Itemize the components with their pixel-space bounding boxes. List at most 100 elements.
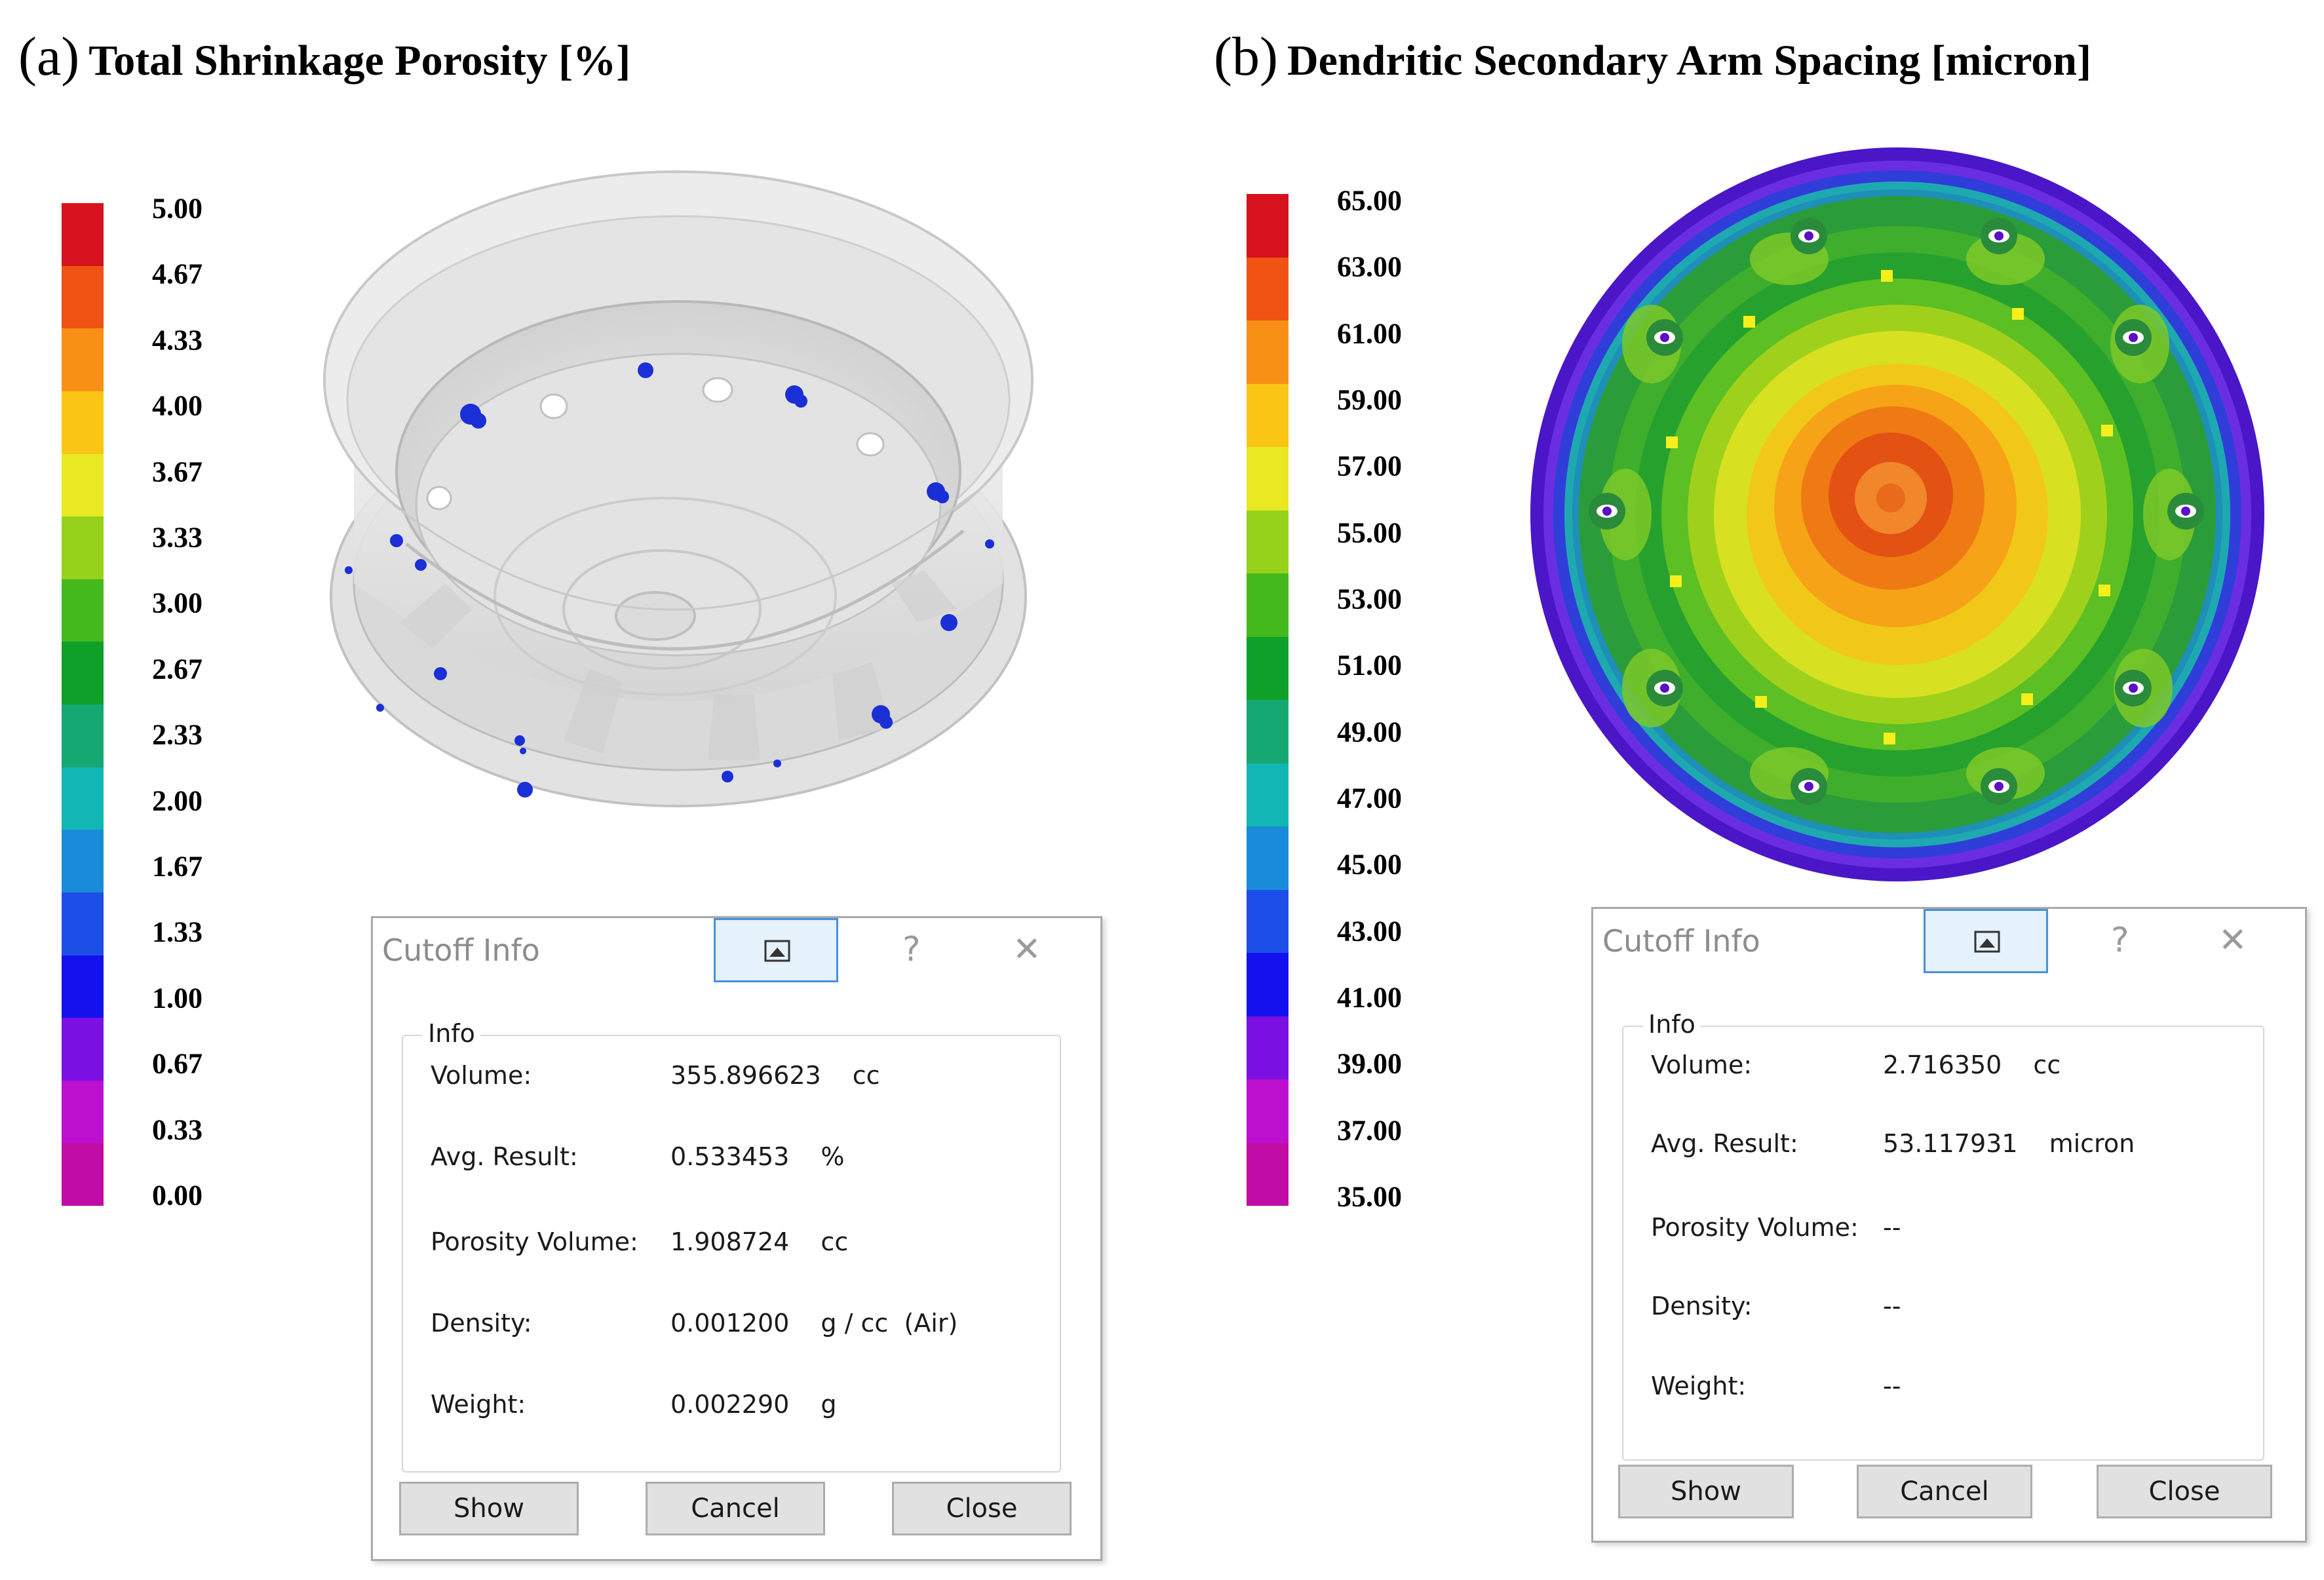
- density-row: Density:: [1651, 1292, 1753, 1320]
- volume-value: 2.716350 cc: [1883, 1050, 2061, 1079]
- legend-tick-label: 37.00: [1337, 1114, 1402, 1147]
- cutoff-info-dialog-b: Cutoff Info ? ✕ Info Volume: 2.716350 cc…: [1591, 907, 2307, 1543]
- cancel-button[interactable]: Cancel: [1857, 1465, 2032, 1518]
- show-button[interactable]: Show: [1618, 1465, 1794, 1518]
- porosity-volume-number: 1.908724: [670, 1227, 790, 1256]
- avg-result-number: 53.117931: [1883, 1129, 2018, 1158]
- panel-b-title-text: Dendritic Secondary Arm Spacing [micron]: [1287, 37, 2091, 85]
- legend-tick-label: 53.00: [1337, 583, 1402, 615]
- legend-swatch: [1247, 447, 1288, 511]
- weight-unit: g: [821, 1390, 837, 1419]
- volume-unit: cc: [2033, 1050, 2061, 1079]
- info-group-label: Info: [423, 1019, 480, 1048]
- legend-swatch: [62, 516, 104, 579]
- legend-swatch: [1247, 763, 1288, 826]
- close-button[interactable]: Close: [892, 1482, 1072, 1535]
- cancel-button[interactable]: Cancel: [646, 1482, 825, 1535]
- legend-swatch: [62, 203, 104, 266]
- porosity-volume-value: 1.908724 cc: [670, 1227, 848, 1256]
- volume-value: 355.896623 cc: [670, 1061, 880, 1090]
- avg-result-row: Avg. Result:: [431, 1142, 578, 1171]
- porosity-volume-row: Porosity Volume:: [1651, 1213, 1859, 1242]
- avg-result-unit: micron: [2049, 1129, 2135, 1158]
- panel-b-letter: (b): [1214, 26, 1278, 87]
- legend-swatch: [62, 767, 104, 830]
- weight-row: Weight:: [1651, 1372, 1746, 1400]
- legend-tick-label: 2.33: [152, 718, 203, 751]
- legend-tick-label: 35.00: [1337, 1180, 1402, 1213]
- legend-swatch: [1247, 257, 1288, 320]
- legend-swatch: [1247, 383, 1288, 447]
- density-number: --: [1883, 1292, 1901, 1320]
- avg-result-row: Avg. Result:: [1651, 1129, 1798, 1158]
- legend-swatch: [62, 328, 104, 391]
- legend-tick-label: 2.67: [152, 653, 203, 685]
- density-value: 0.001200 g / cc (Air): [670, 1309, 958, 1338]
- legend-swatch: [1247, 826, 1288, 890]
- show-button[interactable]: Show: [399, 1482, 579, 1535]
- close-icon[interactable]: ✕: [1013, 930, 1041, 969]
- porosity-volume-number: --: [1883, 1213, 1901, 1242]
- legend-swatch: [1247, 320, 1288, 384]
- info-group: Info Volume: 355.896623 cc Avg. Result: …: [402, 1019, 1061, 1473]
- legend-swatch: [1247, 953, 1288, 1016]
- image-icon: [764, 940, 790, 962]
- volume-label: Volume:: [1651, 1050, 1753, 1079]
- legend-swatch: [62, 391, 104, 454]
- panel-b-title: (b) Dendritic Secondary Arm Spacing [micr…: [1214, 25, 2091, 88]
- porosity-volume-label: Porosity Volume:: [431, 1227, 638, 1256]
- close-button[interactable]: Close: [2097, 1465, 2272, 1518]
- legend-tick-label: 3.00: [152, 587, 203, 619]
- help-icon[interactable]: ?: [902, 930, 921, 969]
- volume-unit: cc: [852, 1061, 880, 1090]
- legend-swatch: [62, 642, 104, 704]
- legend-tick-label: 2.00: [152, 784, 203, 817]
- legend-swatch: [1247, 194, 1288, 258]
- density-label: Density:: [431, 1309, 532, 1338]
- avg-result-unit: %: [821, 1142, 845, 1171]
- close-icon[interactable]: ✕: [2218, 921, 2247, 960]
- legend-swatch: [62, 830, 104, 893]
- color-legend-bar-b: [1247, 194, 1288, 1206]
- legend-swatch: [62, 955, 104, 1018]
- density-value: --: [1883, 1292, 1901, 1320]
- legend-tick-label: 41.00: [1337, 981, 1402, 1014]
- color-legend-labels-a: 5.00 4.67 4.33 4.00 3.67 3.33 3.00 2.67 2.33 2.00…: [152, 192, 237, 1212]
- legend-tick-label: 57.00: [1337, 450, 1402, 482]
- legend-tick-label: 1.67: [152, 850, 203, 883]
- panel-a-title: (a) Total Shrinkage Porosity [%]: [18, 25, 630, 88]
- dialog-titlebar: Cutoff Info ? ✕: [373, 918, 1100, 985]
- help-icon[interactable]: ?: [2111, 921, 2129, 960]
- legend-tick-label: 5.00: [152, 192, 203, 225]
- legend-tick-label: 39.00: [1337, 1047, 1402, 1080]
- legend-tick-label: 43.00: [1337, 915, 1402, 948]
- legend-tick-label: 61.00: [1337, 317, 1402, 350]
- legend-swatch: [62, 1018, 104, 1081]
- dialog-title: Cutoff Info: [1602, 923, 1760, 959]
- legend-swatch: [1247, 1079, 1288, 1143]
- wheel-porosity-render: [323, 170, 1034, 807]
- legend-tick-label: 4.33: [152, 324, 203, 356]
- density-unit: g / cc (Air): [821, 1309, 958, 1338]
- legend-swatch: [1247, 636, 1288, 700]
- legend-tick-label: 49.00: [1337, 716, 1402, 748]
- color-legend-bar-a: [62, 203, 104, 1206]
- weight-number: --: [1883, 1372, 1901, 1400]
- weight-number: 0.002290: [670, 1390, 790, 1419]
- legend-tick-label: 1.33: [152, 915, 203, 948]
- volume-row: Volume:: [1651, 1050, 1752, 1079]
- screenshot-button[interactable]: [1924, 909, 2048, 973]
- porosity-volume-value: --: [1883, 1213, 1901, 1242]
- legend-tick-label: 51.00: [1337, 649, 1402, 682]
- legend-tick-label: 0.33: [152, 1113, 203, 1146]
- avg-result-value: 0.533453 %: [670, 1142, 845, 1171]
- volume-row: Volume:: [431, 1061, 532, 1090]
- screenshot-button[interactable]: [714, 918, 838, 982]
- avg-result-label: Avg. Result:: [1651, 1129, 1798, 1158]
- legend-tick-label: 47.00: [1337, 782, 1402, 815]
- dialog-title: Cutoff Info: [382, 933, 540, 968]
- density-label: Density:: [1651, 1292, 1753, 1320]
- wheel-dendrite-spacing-render: [1530, 147, 2264, 881]
- weight-value: 0.002290 g: [670, 1390, 837, 1419]
- volume-label: Volume:: [431, 1061, 532, 1090]
